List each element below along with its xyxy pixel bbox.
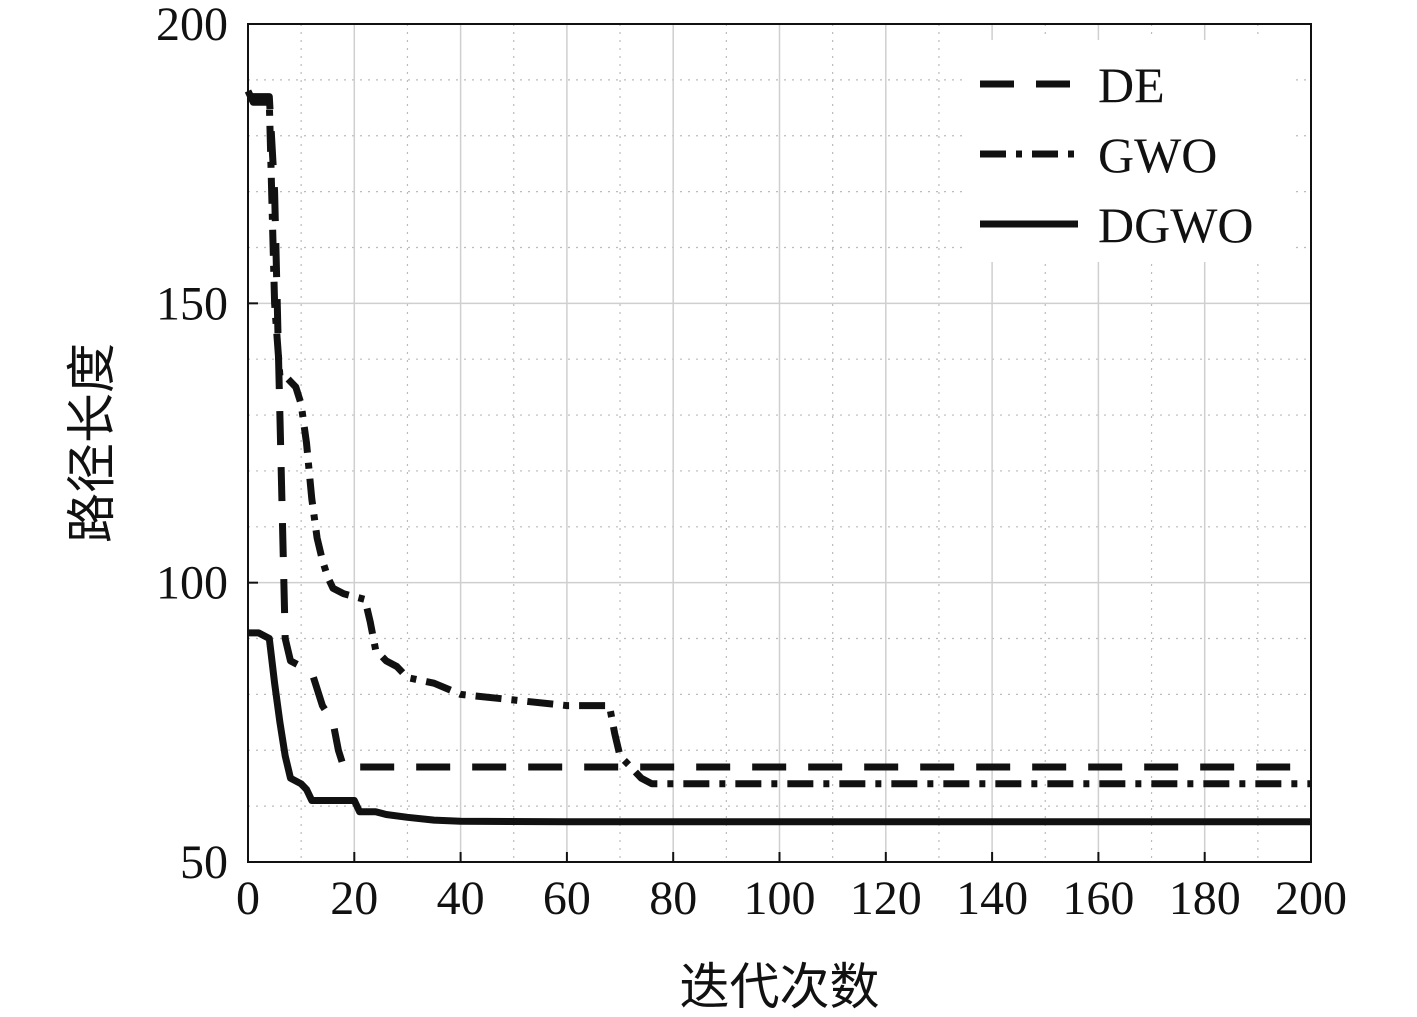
y-tick-label: 200 xyxy=(156,0,228,51)
series-line-gwo xyxy=(244,89,1311,788)
x-tick-label: 140 xyxy=(956,872,1028,925)
x-tick-label: 180 xyxy=(1169,872,1241,925)
x-axis-title: 迭代次数 xyxy=(680,958,880,1016)
y-axis-title: 路径长度 xyxy=(63,343,121,543)
x-tick-label: 120 xyxy=(850,872,922,925)
y-tick-label: 50 xyxy=(180,836,228,889)
x-tick-label: 80 xyxy=(649,872,697,925)
x-tick-label: 20 xyxy=(330,872,378,925)
x-tick-label: 0 xyxy=(236,872,260,925)
tick-labels: 0 20 40 60 80 100 120 140 160 180 200 50 100 150 200 xyxy=(156,0,1347,925)
tick-marks xyxy=(247,23,1312,863)
x-tick-label: 40 xyxy=(437,872,485,925)
series-line-dgwo xyxy=(248,629,1311,826)
series-group xyxy=(244,89,1311,826)
y-tick-label: 100 xyxy=(156,557,228,610)
legend: DE GWO DGWO xyxy=(965,40,1295,262)
x-tick-label: 60 xyxy=(543,872,591,925)
x-tick-label: 200 xyxy=(1275,872,1347,925)
legend-label: DE xyxy=(1098,57,1165,113)
x-tick-label: 160 xyxy=(1062,872,1134,925)
grid xyxy=(248,24,1311,862)
y-tick-label: 150 xyxy=(156,277,228,330)
legend-label: GWO xyxy=(1098,127,1217,183)
x-tick-label: 100 xyxy=(744,872,816,925)
legend-label: DGWO xyxy=(1098,197,1254,253)
